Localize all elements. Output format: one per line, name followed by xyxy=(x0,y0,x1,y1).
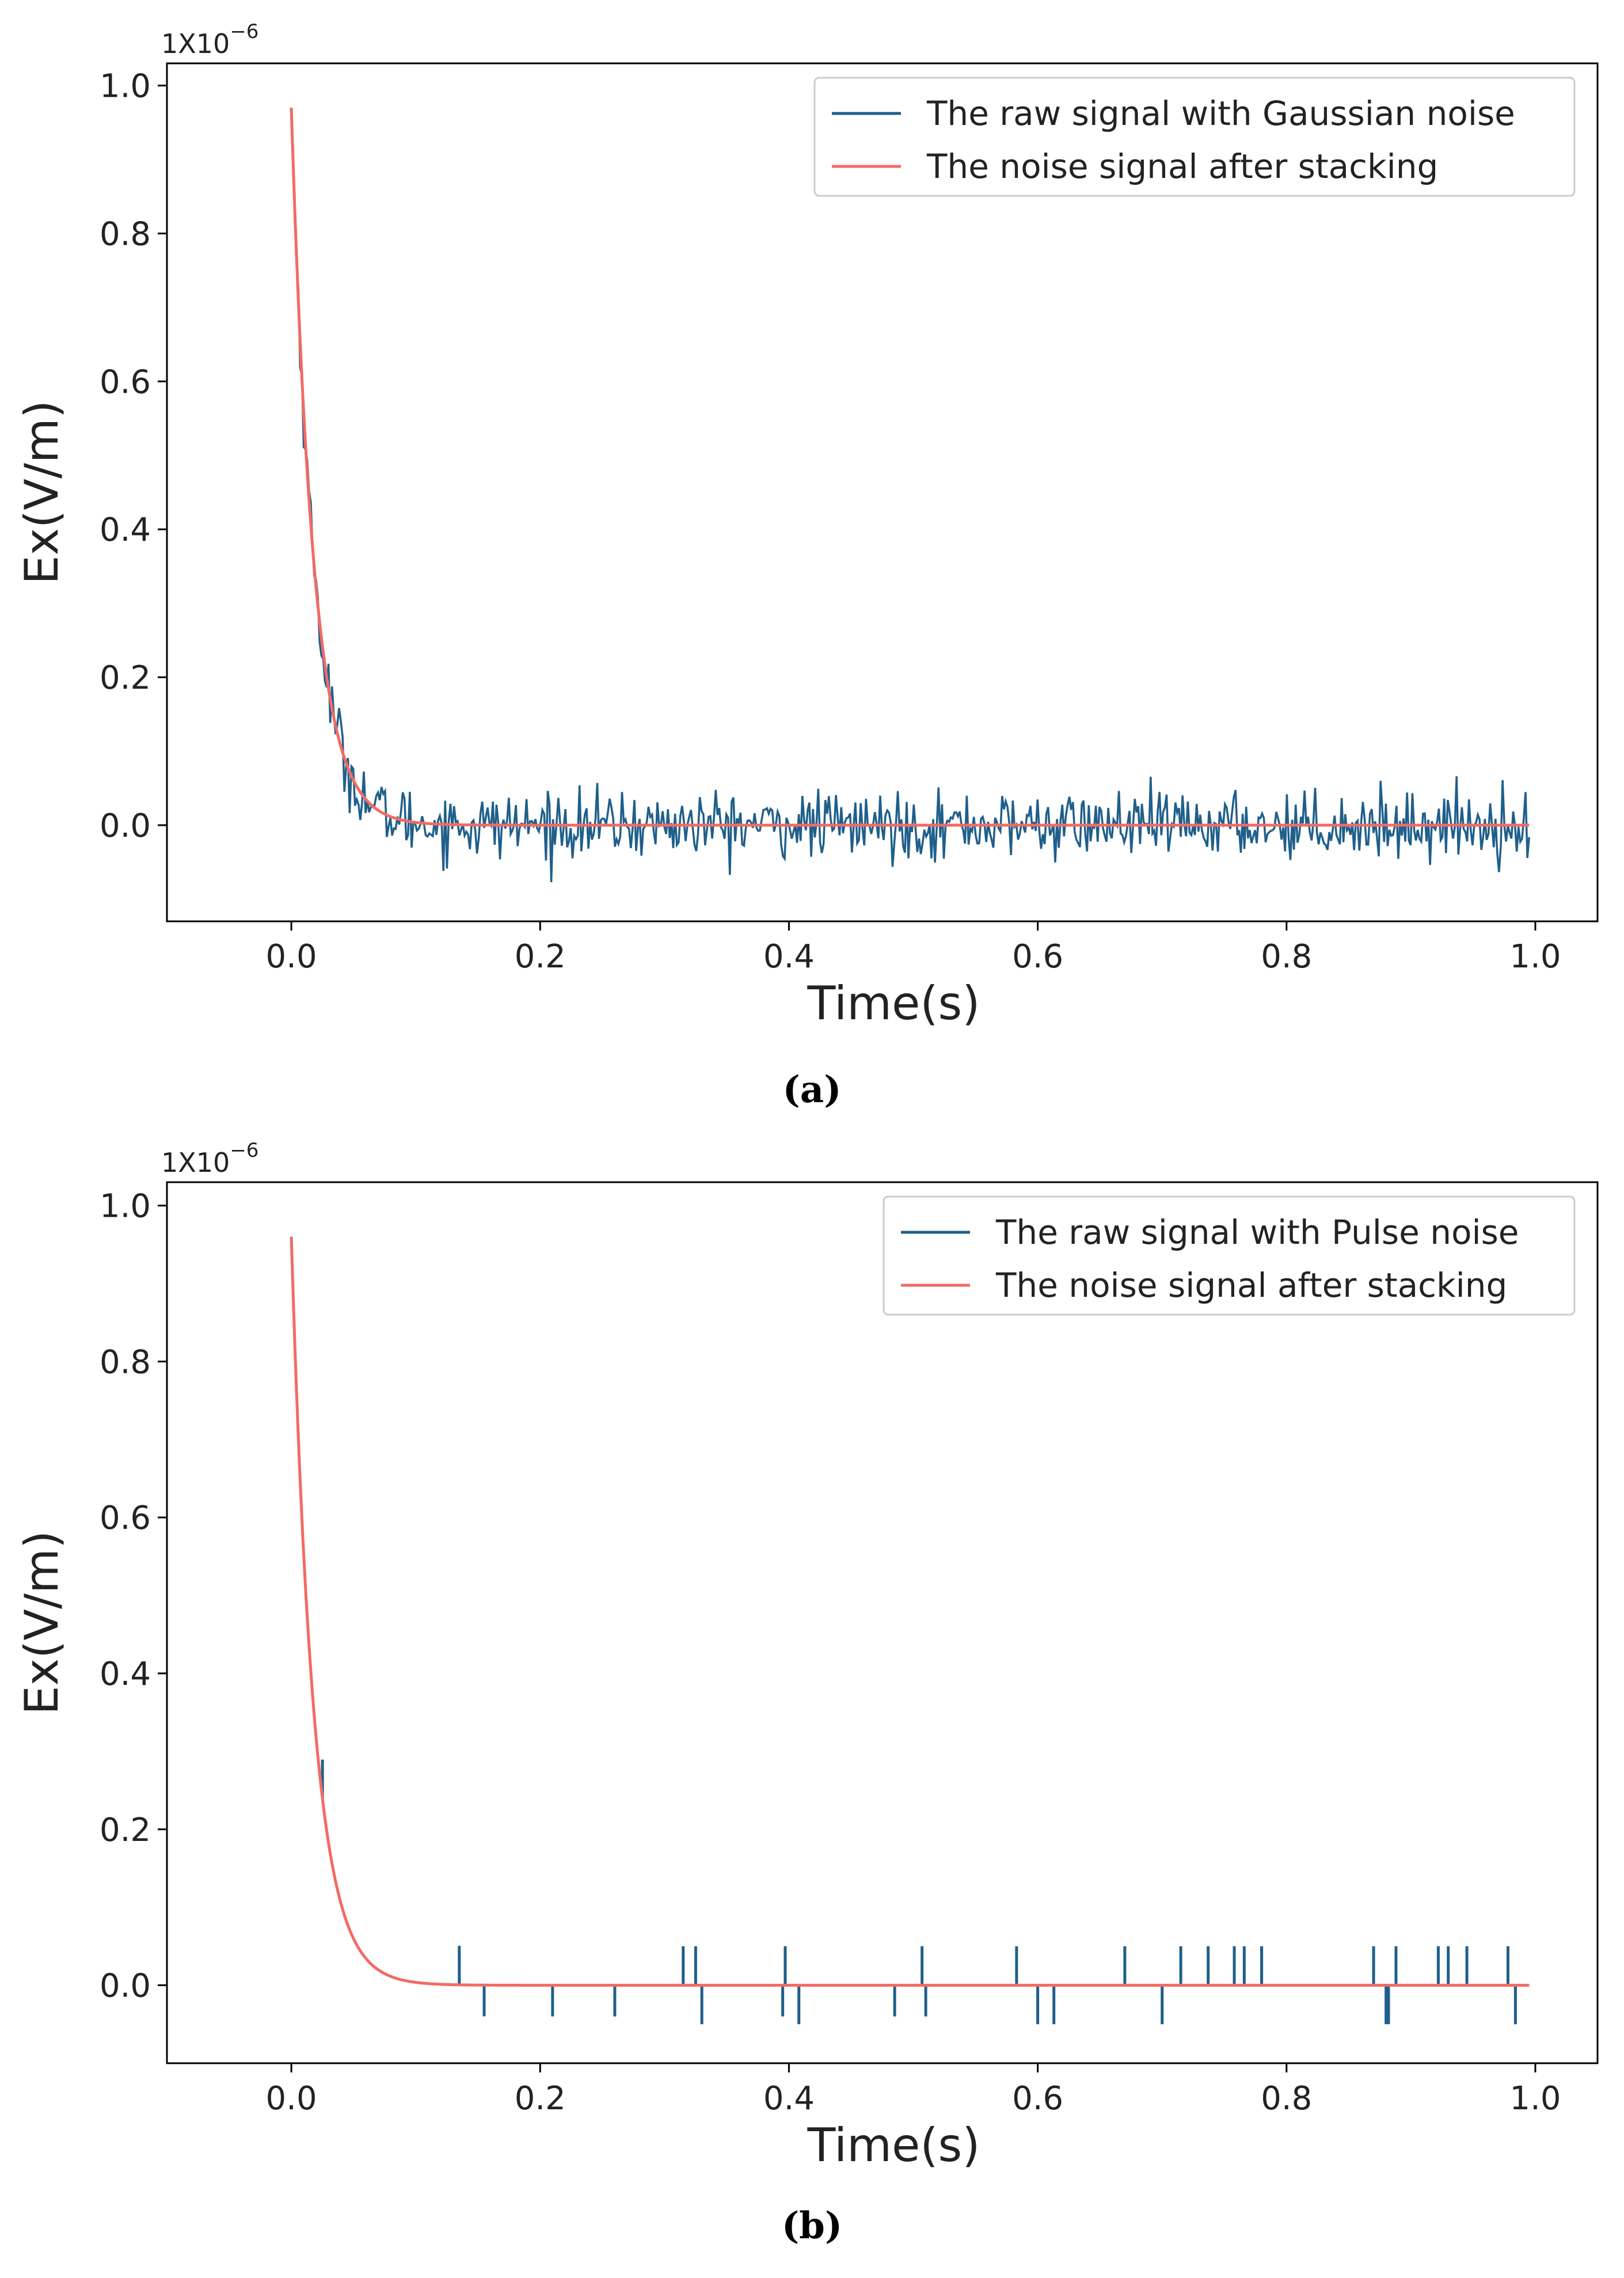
x-tick-label: 0.6 xyxy=(1012,938,1063,975)
legend-box xyxy=(813,77,1576,197)
x-tick-label: 0.6 xyxy=(1012,2080,1063,2117)
plot-area xyxy=(290,108,1530,882)
offset-multiplier-label: 1X10−6 xyxy=(161,1139,258,1178)
x-tick-label: 1.0 xyxy=(1509,938,1561,975)
x-tick-label: 1.0 xyxy=(1509,2080,1561,2117)
x-tick-label: 0.0 xyxy=(266,938,317,975)
y-tick-label: 0.8 xyxy=(100,1343,151,1381)
y-tick-label: 0.4 xyxy=(100,511,151,549)
y-tick-label: 0.4 xyxy=(100,1656,151,1693)
offset-multiplier-label: 1X10−6 xyxy=(161,20,258,59)
y-tick-label: 0.0 xyxy=(100,1968,151,2005)
legend-label: The raw signal with Gaussian noise xyxy=(926,94,1515,133)
caption-b: (b) xyxy=(781,2204,843,2247)
x-tick-label: 0.4 xyxy=(763,2080,815,2117)
x-tick-label: 0.8 xyxy=(1261,2080,1312,2117)
x-tick-label: 0.0 xyxy=(266,2080,317,2117)
legend-box xyxy=(883,1195,1576,1316)
caption-a: (a) xyxy=(782,1068,842,1111)
y-tick-label: 0.8 xyxy=(100,215,151,253)
legend-label: The raw signal with Pulse noise xyxy=(995,1213,1519,1252)
legend-label: The noise signal after stacking xyxy=(926,147,1438,186)
y-tick-label: 1.0 xyxy=(100,1188,151,1225)
series-stacked-line xyxy=(290,1236,1530,1987)
legend-label: The noise signal after stacking xyxy=(995,1266,1507,1305)
x-axis-label: Time(s) xyxy=(807,2118,980,2172)
y-axis-label: Ex(V/m) xyxy=(15,400,69,584)
x-tick-label: 0.4 xyxy=(763,938,815,975)
y-tick-label: 0.6 xyxy=(100,1499,151,1537)
y-axis-label: Ex(V/m) xyxy=(15,1531,69,1715)
plot-area xyxy=(290,1236,1530,2025)
x-tick-label: 0.8 xyxy=(1261,938,1312,975)
plot-frame xyxy=(166,1181,1599,2064)
series-stacked-line xyxy=(290,108,1530,827)
panel-a: 0.0 0.2 0.4 0.6 0.8 1.0 0.0 0.2 0.4 0.6 0.8 1.0 Time… xyxy=(15,20,1599,1111)
series-raw-pulse-line xyxy=(290,1236,1530,1987)
y-tick-label: 0.2 xyxy=(100,659,151,697)
plot-frame xyxy=(166,62,1599,922)
y-tick-label: 1.0 xyxy=(100,68,151,105)
chart-a: 0.0 0.2 0.4 0.6 0.8 1.0 0.0 0.2 0.4 0.6 0.8 1.0 Time… xyxy=(15,20,1599,1030)
series-raw-gaussian-line xyxy=(290,108,1530,882)
panel-b: 0.0 0.2 0.4 0.6 0.8 1.0 0.0 0.2 0.4 0.6 0.8 1.0 Time… xyxy=(0,1139,1624,2278)
x-tick-label: 0.2 xyxy=(515,2080,566,2117)
x-axis-label: Time(s) xyxy=(807,977,980,1030)
y-tick-label: 0.2 xyxy=(100,1812,151,1849)
x-tick-label: 0.2 xyxy=(515,938,566,975)
y-tick-label: 0.0 xyxy=(100,807,151,845)
y-tick-label: 0.6 xyxy=(100,363,151,401)
chart-b: 0.0 0.2 0.4 0.6 0.8 1.0 0.0 0.2 0.4 0.6 0.8 1.0 Time… xyxy=(15,1139,1599,2172)
